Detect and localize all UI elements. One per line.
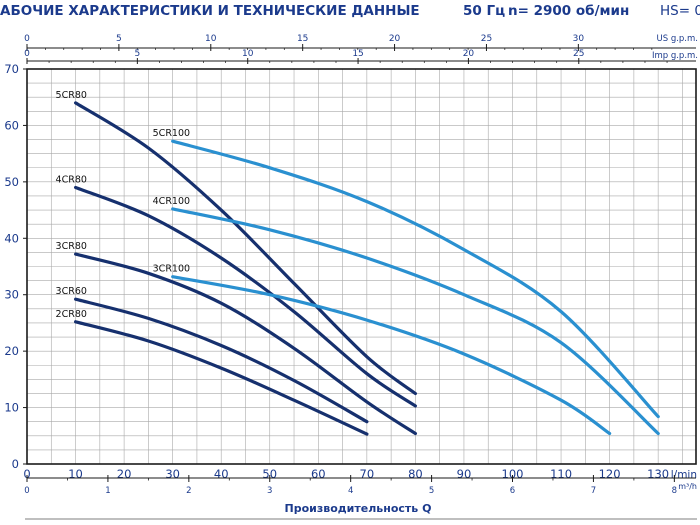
x-usgpm-tick-label: 5 [116, 34, 122, 44]
curve-4cr100 [171, 207, 660, 436]
x-lmin-tick-label: 120 [599, 467, 621, 481]
curve-label-2cr80: 2CR80 [56, 309, 87, 320]
x-usgpm-tick-label: 30 [573, 34, 585, 44]
y-tick-label: 70 [4, 62, 19, 76]
x-impgpm-tick-label: 20 [463, 49, 475, 59]
x-m3h-unit: m³/h [678, 482, 697, 491]
header-hs: HS= 0 [660, 3, 700, 19]
x-impgpm-unit: Imp g.p.m. [652, 51, 698, 61]
curve-5cr80 [74, 101, 417, 396]
curve-label-3cr80: 3CR80 [56, 241, 87, 252]
x-m3h-tick-label: 4 [348, 486, 353, 496]
x-usgpm-tick-label: 10 [205, 34, 217, 44]
x-lmin-tick-label: 10 [68, 467, 83, 481]
curve-label-5cr100: 5CR100 [153, 128, 190, 139]
y-tick-label: 50 [4, 175, 19, 189]
header-frequency: 50 Гц [463, 3, 506, 19]
x-m3h-tick-label: 8 [672, 486, 677, 496]
x-usgpm-unit: US g.p.m. [657, 34, 699, 44]
x-impgpm-tick-label: 25 [573, 49, 584, 59]
x-m3h-tick-label: 5 [429, 486, 434, 496]
x-lmin-tick-label: 30 [165, 467, 180, 481]
x-m3h-tick-label: 0 [24, 486, 29, 496]
x-impgpm-tick-label: 10 [242, 49, 254, 59]
x-lmin-tick-label: 90 [457, 467, 472, 481]
x-impgpm-tick-label: 0 [24, 49, 30, 59]
x-usgpm-tick-label: 20 [389, 34, 401, 44]
curve-3cr100 [171, 275, 612, 436]
header-speed: n= 2900 об/мин [508, 3, 630, 19]
x-m3h-tick-label: 3 [267, 486, 272, 496]
x-lmin-tick-label: 60 [311, 467, 326, 481]
x-lmin-tick-label: 40 [214, 467, 229, 481]
curve-label-3cr60: 3CR60 [56, 286, 87, 297]
plot-frame [26, 68, 697, 465]
y-tick-label: 60 [4, 118, 19, 132]
y-tick-label: 10 [4, 401, 19, 415]
x-lmin-tick-label: 130 [647, 467, 669, 481]
curve-5cr100 [171, 139, 660, 419]
curve-label-5cr80: 5CR80 [56, 90, 87, 101]
x-lmin-tick-label: 80 [408, 467, 423, 481]
y-tick-label: 20 [4, 344, 19, 358]
curve-2cr80 [74, 320, 369, 436]
y-tick-label: 30 [4, 288, 19, 302]
curve-label-4cr80: 4CR80 [56, 175, 87, 186]
x-lmin-tick-label: 20 [117, 467, 132, 481]
x-m3h-tick-label: 2 [186, 486, 191, 496]
y-tick-label: 0 [12, 457, 19, 471]
chart-header: АБОЧИЕ ХАРАКТЕРИСТИКИ И ТЕХНИЧЕСКИЕ ДАНН… [0, 0, 700, 24]
x-lmin-tick-label: 0 [23, 467, 30, 481]
x-m3h-tick-label: 7 [591, 486, 596, 496]
x-usgpm-tick-label: 15 [297, 34, 308, 44]
x-usgpm-tick-label: 25 [481, 34, 492, 44]
x-axis-label: Производительность Q [285, 502, 432, 515]
curve-label-3cr100: 3CR100 [153, 264, 190, 275]
x-lmin-tick-label: 70 [360, 467, 375, 481]
x-m3h-tick-label: 6 [510, 486, 515, 496]
header-title: АБОЧИЕ ХАРАКТЕРИСТИКИ И ТЕХНИЧЕСКИЕ ДАНН… [0, 3, 420, 19]
curve-label-4cr100: 4CR100 [153, 196, 190, 207]
curve-3cr60 [74, 297, 369, 424]
x-usgpm-tick-label: 0 [24, 34, 30, 44]
curve-3cr80 [74, 252, 417, 436]
x-impgpm-tick-label: 5 [134, 49, 140, 59]
curve-4cr80 [74, 185, 417, 408]
y-tick-label: 40 [4, 231, 19, 245]
x-impgpm-tick-label: 15 [352, 49, 363, 59]
x-m3h-tick-label: 1 [105, 486, 110, 496]
